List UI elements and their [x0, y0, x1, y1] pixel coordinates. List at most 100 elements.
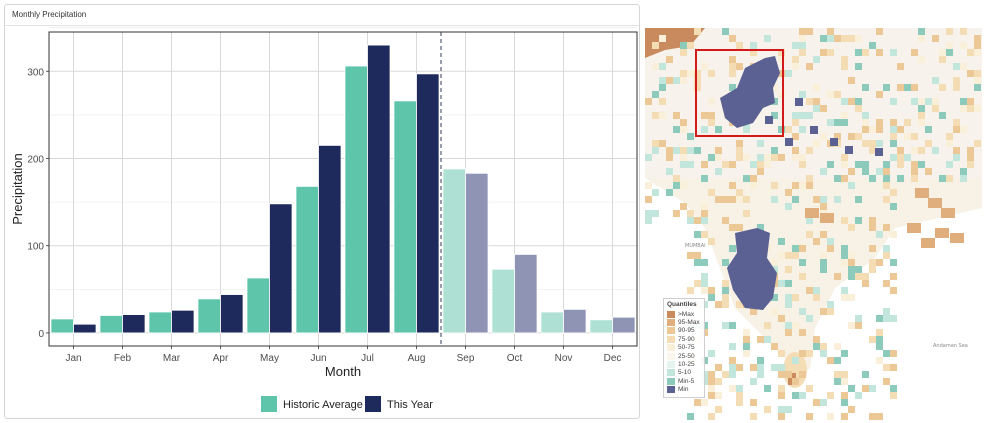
map-cell: [673, 77, 680, 84]
map-cell: [820, 35, 827, 42]
map-cell: [890, 140, 897, 147]
map-cell: [806, 350, 813, 357]
map-cell: [960, 126, 967, 133]
map-cell: [771, 147, 778, 154]
map-cell: [911, 98, 918, 105]
map-cell: [827, 392, 834, 399]
map-cell: [743, 154, 750, 161]
map-cell: [666, 154, 673, 161]
map-cell: [841, 98, 848, 105]
map-cell: [659, 35, 666, 42]
map-cell: [806, 182, 813, 189]
map-cell: [694, 252, 701, 259]
map-cell: [666, 189, 673, 196]
map-cell: [729, 357, 736, 364]
map-cell: [875, 148, 883, 156]
map-cell: [701, 63, 708, 70]
map-cell: [890, 392, 897, 399]
map-cell: [736, 63, 743, 70]
map-canvas[interactable]: [645, 28, 982, 420]
precipitation-map[interactable]: MUMBAI Andaman Sea Quantiles >Max 95-Max 9…: [645, 28, 982, 420]
map-cell: [813, 343, 820, 350]
map-cell: [841, 119, 848, 126]
map-cell: [820, 350, 827, 357]
map-cell: [673, 182, 680, 189]
map-cell: [925, 168, 932, 175]
map-cell: [862, 49, 869, 56]
map-cell: [848, 406, 855, 413]
map-cell: [925, 98, 932, 105]
map-cell: [799, 91, 806, 98]
map-cell: [799, 182, 806, 189]
map-cell: [932, 77, 939, 84]
map-cell: [890, 385, 897, 392]
map-cell: [673, 112, 680, 119]
map-cell: [771, 154, 778, 161]
map-cell: [911, 175, 918, 182]
map-cell: [967, 161, 974, 168]
map-cell: [799, 245, 806, 252]
map-cell: [722, 196, 729, 203]
map-cell: [883, 308, 890, 315]
map-cell: [792, 133, 799, 140]
map-cell: [841, 56, 848, 63]
bar-historic-average-dec: [589, 319, 613, 334]
map-cell: [855, 392, 862, 399]
map-cell: [848, 77, 855, 84]
map-cell: [960, 175, 967, 182]
map-cell: [750, 182, 757, 189]
map-cell: [736, 364, 743, 371]
map-cell: [813, 84, 820, 91]
bar-historic-average-sep: [442, 168, 466, 334]
map-cell: [915, 188, 929, 198]
map-cell: [708, 154, 715, 161]
map-cell: [701, 399, 708, 406]
map-cell: [890, 315, 897, 322]
x-tick-label-oct: Oct: [507, 353, 523, 364]
map-cell: [806, 98, 813, 105]
x-tick-label-mar: Mar: [163, 353, 181, 364]
map-cell: [687, 161, 694, 168]
map-cell: [765, 116, 773, 124]
map-cell: [795, 98, 803, 106]
chart-panel: Monthly Precipitation 0 100 200 300 Jan Feb Ma…: [4, 4, 640, 419]
map-cell: [743, 329, 750, 336]
map-cell: [869, 140, 876, 147]
map-cell: [897, 63, 904, 70]
map-cell: [876, 343, 883, 350]
map-cell: [785, 70, 792, 77]
map-legend-swatch: [667, 386, 675, 394]
map-cell: [855, 133, 862, 140]
map-cell: [918, 112, 925, 119]
map-cell: [862, 168, 869, 175]
map-cell: [778, 154, 785, 161]
map-cell: [743, 196, 750, 203]
map-cell: [897, 161, 904, 168]
map-legend-label: 10-25: [678, 361, 695, 369]
map-cell: [890, 133, 897, 140]
bar-this-year-apr: [220, 294, 244, 334]
map-cell: [666, 56, 673, 63]
map-cell: [778, 392, 785, 399]
map-cell: [743, 210, 750, 217]
map-label-andaman: Andaman Sea: [933, 343, 968, 349]
map-cell: [694, 28, 701, 35]
map-cell: [876, 168, 883, 175]
map-cell: [841, 392, 848, 399]
map-cell: [799, 154, 806, 161]
map-cell: [932, 35, 939, 42]
x-tick-label-jul: Jul: [361, 353, 374, 364]
map-cell: [869, 217, 876, 224]
bar-historic-average-apr: [197, 298, 221, 334]
map-cell: [939, 112, 946, 119]
map-cell: [862, 280, 869, 287]
map-cell: [883, 252, 890, 259]
map-cell: [701, 280, 708, 287]
map-cell: [687, 217, 694, 224]
map-cell: [694, 84, 701, 91]
map-cell: [876, 28, 883, 35]
map-cell: [743, 175, 750, 182]
map-cell: [820, 105, 827, 112]
map-cell: [897, 154, 904, 161]
map-cell: [827, 119, 834, 126]
